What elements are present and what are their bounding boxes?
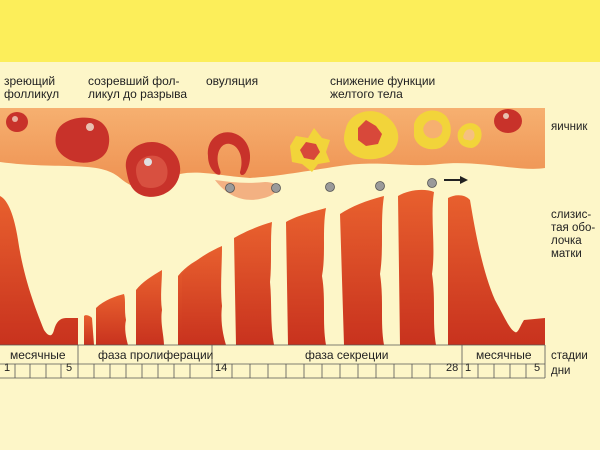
ripening-follicle-icon <box>6 112 28 132</box>
phase-menses-1: месячные <box>10 348 66 362</box>
growing-follicle-icon <box>55 117 110 163</box>
phase-proliferation: фаза пролиферации <box>98 348 214 362</box>
day-1-next: 1 <box>465 362 472 374</box>
ruptured-follicle-icon <box>207 132 251 175</box>
corpus-albicans-icon <box>457 123 482 148</box>
phase-secretion: фаза секреции <box>305 348 389 362</box>
oocyte-1 <box>225 183 235 193</box>
oocyte-5 <box>427 178 437 188</box>
mucosa-right <box>448 195 545 345</box>
oocyte-3 <box>325 182 335 192</box>
day-5: 5 <box>66 362 73 374</box>
mature-follicle-icon <box>125 142 181 197</box>
day-5-next: 5 <box>534 362 541 374</box>
mucosa-left <box>0 196 78 345</box>
label-ripening-follicle: зреющий фолликул <box>4 74 60 101</box>
label-mature-follicle: созревший фол- ликул до разрыва <box>88 74 188 101</box>
label-mucosa: слизис- тая обо- лочка матки <box>551 209 596 260</box>
new-follicle-icon <box>494 109 522 133</box>
phase-row: месячные фаза пролиферации фаза секреции… <box>0 345 545 366</box>
header-band <box>0 0 600 62</box>
day-14: 14 <box>215 362 228 374</box>
day-ticks <box>14 345 546 378</box>
label-stages: стадии <box>551 350 588 362</box>
corpus-luteum-icon-2 <box>344 111 399 160</box>
corpus-luteum-icon-3 <box>414 110 451 150</box>
day-28: 28 <box>446 362 459 374</box>
oocyte-4 <box>375 181 385 191</box>
corpus-luteum-icon-1 <box>290 128 330 172</box>
oocyte-2 <box>271 183 281 193</box>
label-ovulation: овуляция <box>206 74 259 88</box>
mucosa-columns <box>84 189 436 345</box>
label-corpus-luteum: снижение функции желтого тела <box>330 74 436 101</box>
oocyte-path <box>225 178 437 193</box>
label-ovary: яичник <box>551 121 588 133</box>
arrow-icon <box>444 176 468 184</box>
day-1: 1 <box>4 362 11 374</box>
label-days: дни <box>551 365 571 377</box>
phase-menses-2: месячные <box>476 348 532 362</box>
ovulation-bulge <box>215 180 278 200</box>
